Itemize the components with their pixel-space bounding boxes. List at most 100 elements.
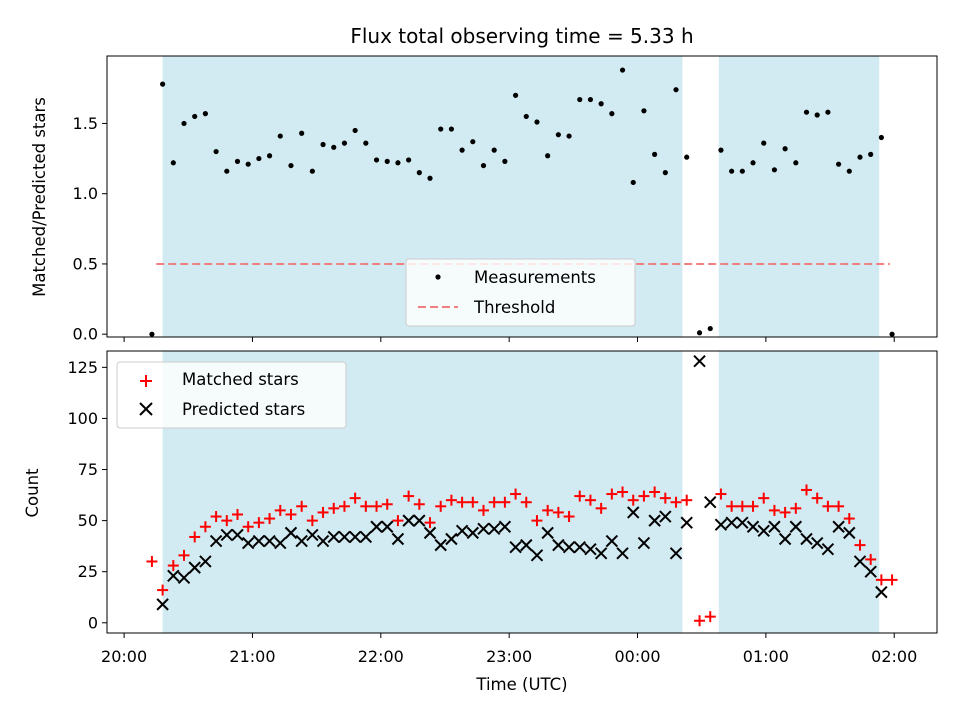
measurement-point <box>889 331 895 337</box>
matched-star-marker <box>499 496 511 508</box>
predicted-star-marker <box>757 524 770 538</box>
measurement-point <box>320 141 326 148</box>
measurement-point <box>857 154 863 160</box>
matched-star-marker <box>413 498 425 510</box>
predicted-star-marker <box>295 534 308 548</box>
y-tick-label: 0.5 <box>73 254 98 273</box>
measurement-point <box>266 153 273 159</box>
matched-star-marker <box>306 515 318 527</box>
matched-star-marker <box>285 508 297 520</box>
predicted-star-marker <box>659 510 672 523</box>
predicted-star-marker <box>714 518 728 531</box>
measurement-point <box>480 162 487 169</box>
measurement-point <box>288 162 294 169</box>
bottom-y-axis-label: Count <box>23 468 42 518</box>
top-y-axis-label: Matched/Predicted stars <box>30 97 49 297</box>
predicted-star-marker <box>381 520 394 533</box>
predicted-star-marker <box>669 547 683 560</box>
top-y-ticks: 0.0 0.5 1.0 1.5 <box>73 114 107 344</box>
predicted-star-marker <box>509 540 522 554</box>
matched-star-marker <box>563 511 575 523</box>
matched-star-marker <box>790 502 802 514</box>
predicted-star-marker <box>209 534 223 548</box>
measurement-point <box>555 132 561 138</box>
legend-predicted-label: Predicted stars <box>182 400 305 419</box>
x-tick-label: 02:00 <box>871 647 917 666</box>
matched-star-marker <box>627 494 639 506</box>
measurement-point <box>771 167 778 173</box>
matched-star-marker <box>715 488 727 500</box>
matched-star-marker <box>371 500 383 512</box>
predicted-star-marker <box>552 538 565 552</box>
matched-star-marker <box>146 555 158 567</box>
matched-star-marker <box>854 539 866 551</box>
matched-star-marker <box>242 521 254 533</box>
predicted-star-marker <box>370 520 383 533</box>
matched-star-marker <box>704 611 716 623</box>
y-tick-label: 1.0 <box>73 184 98 203</box>
measurement-point <box>149 331 155 337</box>
measurement-point <box>545 153 551 159</box>
x-tick-label: 21:00 <box>229 647 275 666</box>
predicted-star-marker <box>573 540 586 554</box>
predicted-star-marker <box>167 569 180 582</box>
predicted-star-marker <box>423 526 437 540</box>
measurement-point <box>868 151 874 157</box>
measurement-point <box>803 109 810 115</box>
y-tick-label: 25 <box>78 562 98 581</box>
measurement-point <box>470 139 476 145</box>
predicted-star-marker <box>316 534 330 548</box>
legend-measurements-marker <box>435 274 441 280</box>
measurement-point <box>619 67 626 73</box>
matched-star-marker <box>381 498 393 510</box>
matched-star-marker <box>758 492 770 504</box>
measurement-point <box>170 160 176 166</box>
matched-star-marker <box>531 515 543 527</box>
matched-star-marker <box>253 517 265 529</box>
matched-star-marker <box>811 492 823 504</box>
matched-star-marker <box>392 515 404 527</box>
matched-star-marker <box>833 500 845 512</box>
shaded-interval <box>718 351 880 633</box>
predicted-star-marker <box>498 520 512 533</box>
measurement-point <box>395 160 401 166</box>
predicted-star-marker <box>220 528 234 542</box>
shaded-interval <box>718 56 880 337</box>
matched-star-marker <box>403 490 415 502</box>
matched-star-marker <box>488 496 500 508</box>
measurement-point <box>761 140 767 146</box>
matched-star-marker <box>349 492 361 504</box>
matched-star-marker <box>694 615 706 627</box>
measurement-point <box>234 158 241 164</box>
matched-star-marker <box>210 511 222 523</box>
measurement-point <box>534 119 540 125</box>
measurement-point <box>566 133 572 139</box>
matched-star-marker <box>360 500 372 512</box>
matched-star-marker <box>178 549 190 561</box>
predicted-star-marker <box>789 520 803 533</box>
predicted-star-marker <box>252 534 266 548</box>
y-tick-label: 1.5 <box>73 114 98 133</box>
measurement-point <box>662 170 668 176</box>
legend-threshold-label: Threshold <box>473 298 555 317</box>
measurement-point <box>652 151 658 157</box>
measurement-point <box>427 175 433 181</box>
predicted-star-marker <box>306 528 319 542</box>
x-tick-label: 22:00 <box>358 647 404 666</box>
predicted-star-marker <box>188 561 201 574</box>
bottom-legend-box <box>116 361 347 429</box>
predicted-star-marker <box>605 534 619 548</box>
predicted-star-marker <box>778 532 792 546</box>
matched-star-marker <box>747 500 759 512</box>
predicted-star-marker <box>562 540 576 554</box>
legend-predicted-marker <box>139 402 153 416</box>
predicted-star-marker <box>231 528 244 542</box>
predicted-star-marker <box>520 538 533 552</box>
measurement-point <box>739 168 745 174</box>
predicted-star-marker <box>616 547 629 560</box>
predicted-star-marker <box>466 526 480 540</box>
measurement-point <box>245 161 251 167</box>
predicted-stars-points <box>156 355 888 611</box>
measurement-point <box>587 96 594 103</box>
matched-star-marker <box>221 515 233 527</box>
